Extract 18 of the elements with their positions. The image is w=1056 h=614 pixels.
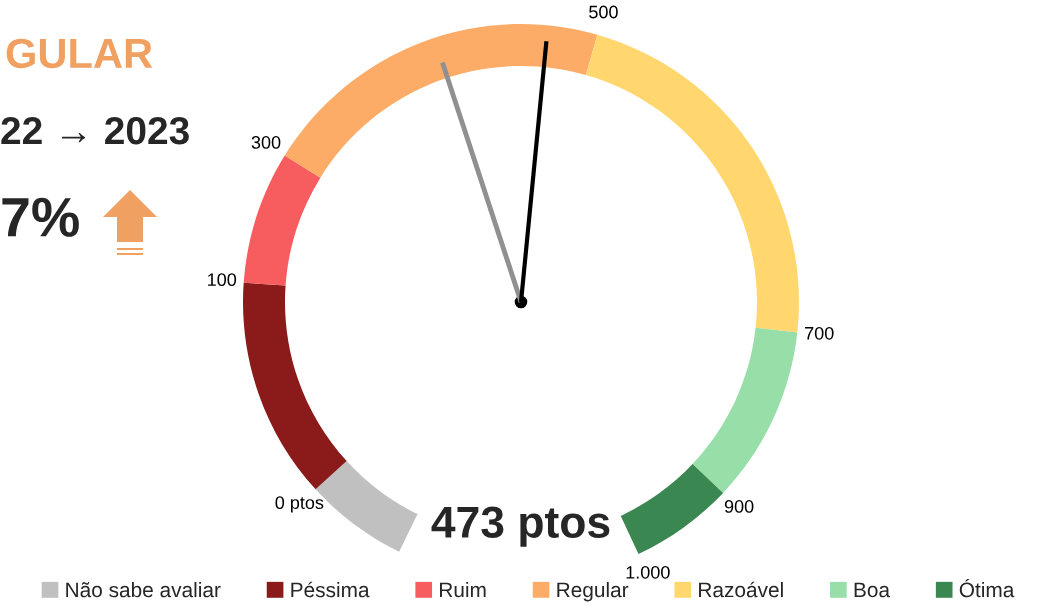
text: 300 [251,136,281,149]
text: 22 → 2023 [1,116,189,145]
text: 700 [805,326,834,340]
text: 7% [2,197,79,237]
legend-label: Ótima [959,579,1015,598]
text: 100 [208,273,237,287]
text: 500 [589,5,618,19]
chart-title: GULAR [6,38,153,69]
legend-label: Regular [557,581,629,602]
legend-label: Péssima [291,581,370,598]
legend-label: Não sabe avaliar [66,581,221,598]
legend-label: Ruim [440,581,486,598]
legend-label: Razoável [699,581,783,598]
text: 1.000 [626,565,670,579]
text: 473 ptos [431,506,610,547]
text: 0 ptos [275,496,324,513]
legend-label: Boa [854,582,891,598]
text: 900 [724,500,754,513]
